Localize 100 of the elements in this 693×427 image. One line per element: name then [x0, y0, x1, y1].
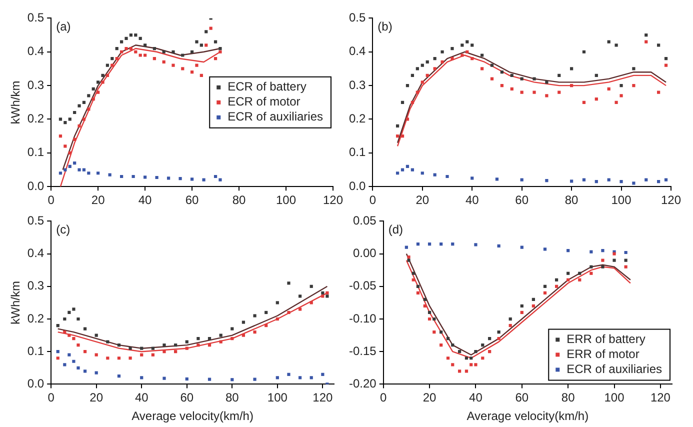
- point: [416, 284, 420, 288]
- point: [570, 180, 574, 183]
- point: [497, 330, 500, 334]
- point: [590, 265, 593, 268]
- point: [276, 301, 279, 304]
- x-tick-label: 100: [276, 193, 296, 208]
- y-tick-label: 0.5: [27, 214, 44, 228]
- point: [664, 178, 668, 182]
- point: [570, 84, 574, 88]
- point: [143, 44, 147, 47]
- point: [558, 90, 561, 94]
- point: [110, 64, 114, 67]
- point: [406, 84, 410, 88]
- point: [407, 256, 410, 259]
- point: [68, 118, 72, 121]
- point: [214, 174, 218, 178]
- point: [664, 57, 668, 60]
- y-tick-label: 0.1: [27, 344, 44, 358]
- point: [614, 100, 618, 104]
- x-tick-label: 0: [380, 390, 388, 405]
- point: [420, 172, 424, 175]
- x-tick-label: 0: [48, 390, 55, 405]
- point: [470, 363, 473, 366]
- point: [68, 164, 72, 168]
- y-tick-label: 0.0: [27, 178, 44, 193]
- point: [78, 104, 81, 108]
- point: [185, 377, 188, 381]
- point: [253, 330, 256, 334]
- annotation: (a): [56, 20, 71, 34]
- point: [63, 363, 66, 366]
- point: [78, 124, 81, 128]
- point: [490, 77, 494, 80]
- legend-label: ECR of battery: [228, 80, 306, 94]
- point: [94, 334, 98, 337]
- point: [230, 327, 234, 330]
- point: [172, 64, 175, 67]
- point: [108, 173, 112, 176]
- point: [120, 174, 124, 178]
- point: [458, 370, 462, 373]
- x-tick-label: 120: [660, 193, 682, 208]
- point: [554, 278, 558, 282]
- point: [185, 346, 188, 350]
- point: [310, 284, 313, 288]
- point: [497, 337, 500, 340]
- point: [543, 284, 547, 288]
- y-tick-label: 0.3: [27, 78, 44, 92]
- point: [106, 340, 110, 344]
- point: [601, 248, 604, 252]
- point: [202, 178, 206, 182]
- y-tick-label: 0.5: [27, 10, 44, 25]
- point: [138, 36, 142, 40]
- point: [426, 74, 429, 78]
- point: [607, 40, 610, 44]
- point: [264, 310, 268, 314]
- point: [594, 97, 598, 101]
- point: [181, 54, 184, 57]
- point: [310, 376, 313, 380]
- point: [400, 134, 404, 138]
- point: [83, 370, 87, 373]
- point: [162, 376, 166, 380]
- point: [140, 353, 144, 356]
- point: [56, 324, 60, 328]
- legend-label: ECR of auxiliaries: [566, 362, 662, 376]
- point: [446, 174, 449, 178]
- point: [76, 317, 80, 321]
- point: [407, 258, 410, 262]
- point: [230, 378, 234, 382]
- point: [470, 176, 474, 180]
- point: [582, 100, 586, 104]
- point: [253, 314, 256, 318]
- point: [58, 134, 62, 138]
- point: [570, 67, 574, 70]
- point: [326, 294, 329, 298]
- point: [470, 356, 473, 360]
- point: [214, 57, 218, 60]
- point: [56, 356, 60, 360]
- x-tick-label: 60: [180, 390, 194, 405]
- point: [58, 118, 62, 121]
- point: [117, 356, 121, 360]
- point: [440, 242, 443, 246]
- point: [152, 57, 156, 60]
- point: [624, 265, 628, 268]
- point: [532, 77, 536, 80]
- point: [196, 337, 200, 340]
- point: [195, 40, 198, 44]
- point: [410, 74, 414, 78]
- point: [440, 60, 444, 64]
- y-tick-label: 0.5: [348, 10, 366, 25]
- point: [264, 324, 268, 328]
- point: [151, 346, 154, 350]
- x-tick-label: 20: [422, 390, 437, 405]
- point: [82, 168, 86, 172]
- point: [566, 248, 570, 252]
- x-tick-label: 80: [232, 193, 246, 208]
- point: [242, 320, 246, 324]
- point: [287, 282, 290, 285]
- point: [152, 46, 156, 50]
- x-tick-label: 20: [416, 193, 430, 208]
- point: [406, 118, 410, 121]
- point: [543, 291, 547, 294]
